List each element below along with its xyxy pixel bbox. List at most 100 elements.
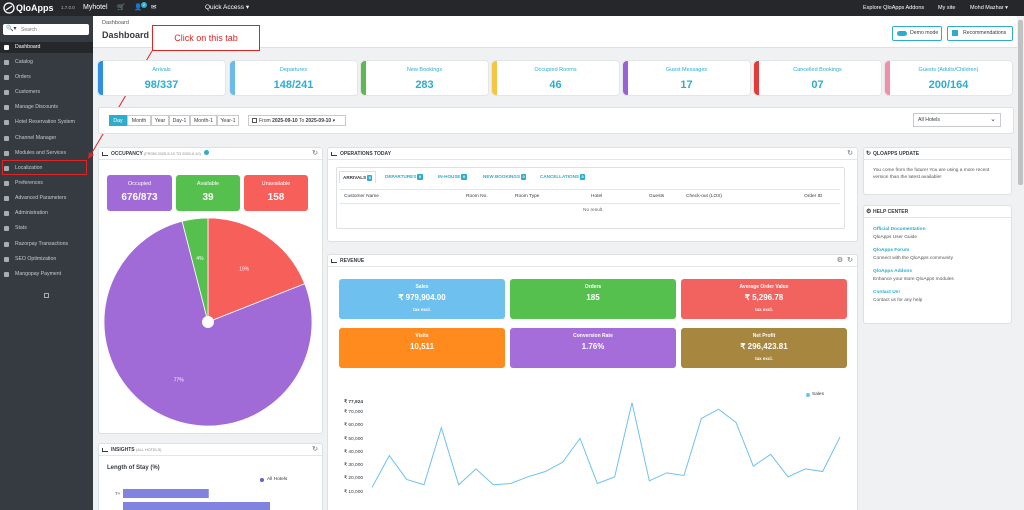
sidebar: 🔍▾ Dashboard Catalog Orders Customers Manage…	[0, 16, 93, 510]
refresh-icon[interactable]: ↻	[847, 150, 853, 157]
refresh-icon[interactable]: ↻	[312, 150, 318, 157]
sales-series-line[interactable]	[371, 402, 841, 488]
toggle-icon[interactable]	[897, 31, 907, 36]
sidebar-collapse-icon[interactable]	[44, 293, 49, 298]
sidebar-item-advanced-parameters[interactable]: Advanced Parameters	[0, 193, 93, 204]
sidebar-item-dashboard[interactable]: Dashboard	[0, 42, 93, 53]
shop-name[interactable]: Myhotel	[83, 4, 108, 11]
help-link-contact-us[interactable]: Contact Us!	[873, 290, 900, 295]
sidebar-item-modules-and-services[interactable]: Modules and Services	[0, 148, 93, 159]
user-notification-icon[interactable]: 👤	[134, 4, 143, 11]
operations-tab-arrivals[interactable]: ARRIVALS 0	[339, 171, 377, 183]
sidebar-item-icon	[4, 226, 9, 231]
y-axis-tick: ₹ 10,000	[344, 489, 364, 495]
explore-addons-link[interactable]: Explore QloApps Addons	[863, 5, 925, 11]
sidebar-item-icon	[4, 242, 9, 247]
kpi-card-cancelled-bookings[interactable]: Cancelled Bookings 07	[753, 60, 882, 96]
sidebar-item-channel-manager[interactable]: Channel Manager	[0, 133, 93, 144]
recommendations-button[interactable]: Recommendations	[947, 26, 1013, 41]
insights-title: INSIGHTS	[111, 447, 135, 453]
sidebar-item-localization[interactable]: Localization	[0, 163, 93, 174]
page-scrollbar[interactable]	[1017, 16, 1024, 510]
pie-slice-unavailable[interactable]	[207, 217, 306, 323]
sidebar-item-label: Preferences	[15, 180, 43, 186]
occupancy-box-available: Available 39	[176, 175, 240, 211]
revenue-box-value: 10,511	[409, 342, 435, 351]
sidebar-item-catalog[interactable]: Catalog	[0, 57, 93, 68]
kpi-card-departures[interactable]: Departures 148/241	[229, 60, 358, 96]
kpi-card-guests-adults-children[interactable]: Guests (Adults/Children) 200/164	[884, 60, 1013, 96]
qloapps-logo-icon[interactable]	[3, 2, 15, 14]
insights-bar[interactable]	[123, 489, 209, 498]
user-menu[interactable]: Mohd Mazhar ▾	[970, 5, 1008, 11]
period-button-day[interactable]: Day	[109, 115, 127, 126]
sidebar-item-label: Hotel Reservation System	[15, 119, 75, 125]
period-button-year-1[interactable]: Year-1	[217, 115, 239, 126]
operations-empty-text: No result	[583, 208, 603, 213]
search-input[interactable]	[21, 25, 85, 34]
date-range-picker[interactable]: From 2025-09-10 To 2025-09-10 ▾	[248, 115, 346, 126]
occupancy-header: OCCUPANCY (FROM 2025-9-10 TO 2025-9-10) …	[99, 148, 322, 160]
sidebar-item-hotel-reservation-system[interactable]: Hotel Reservation System	[0, 117, 93, 128]
operations-column-header: Room Type	[515, 194, 540, 199]
date-to-value: 2025-09-10	[305, 118, 332, 124]
search-icon[interactable]: 🔍▾	[6, 26, 17, 32]
kpi-card-arrivals[interactable]: Arrivals 98/337	[97, 60, 226, 96]
occupancy-subtitle: (FROM 2025-9-10 TO 2025-9-10)	[144, 152, 201, 156]
revenue-header: REVENUE ⚙ ↻	[328, 255, 857, 267]
help-link-official-documentation[interactable]: Official Documentation	[873, 227, 926, 232]
date-from-prefix: From	[259, 118, 271, 124]
y-axis-tick: ₹ 30,000	[344, 463, 364, 469]
insights-legend-dot	[260, 478, 264, 482]
annotation-callout: Click on this tab	[152, 25, 260, 51]
settings-icon[interactable]: ⚙	[836, 257, 843, 264]
y-axis-tick: ₹ 50,000	[344, 436, 364, 442]
chart-icon	[102, 152, 108, 156]
sidebar-item-stats[interactable]: Stats	[0, 223, 93, 234]
brand-name[interactable]: QloApps	[16, 3, 54, 13]
period-button-year[interactable]: Year	[151, 115, 169, 126]
sidebar-item-mangopay-payment[interactable]: Mangopay Payment	[0, 269, 93, 280]
sidebar-item-label: Manage Discounts	[15, 104, 58, 110]
insights-bar[interactable]	[123, 502, 270, 510]
kpi-color-bar	[361, 61, 366, 95]
refresh-icon[interactable]: ↻	[847, 257, 853, 264]
kpi-card-occupied-rooms[interactable]: Occupied Rooms 46	[491, 60, 620, 96]
breadcrumb[interactable]: Dashboard	[102, 20, 129, 26]
help-center-title: HELP CENTER	[873, 209, 909, 215]
sidebar-item-customers[interactable]: Customers	[0, 87, 93, 98]
quick-access-menu[interactable]: Quick Access ▾	[205, 4, 250, 11]
operations-tab-label: ARRIVALS	[343, 175, 367, 180]
sidebar-item-administration[interactable]: Administration	[0, 208, 93, 219]
y-axis-tick: ₹ 20,000	[344, 476, 364, 482]
sidebar-item-orders[interactable]: Orders	[0, 72, 93, 83]
my-site-link[interactable]: My site	[938, 5, 956, 11]
kpi-card-guest-messages[interactable]: Guest Messages 17	[622, 60, 751, 96]
mail-icon[interactable]: ✉	[151, 4, 157, 11]
sidebar-search[interactable]: 🔍▾	[3, 24, 89, 35]
info-icon[interactable]	[204, 150, 210, 155]
period-button-month-1[interactable]: Month-1	[190, 115, 217, 126]
operations-tab-departures[interactable]: DEPARTURES 0	[385, 171, 423, 183]
refresh-icon[interactable]: ↻	[312, 446, 318, 453]
help-link-qloapps-addons[interactable]: QloApps Addons	[873, 269, 912, 274]
sidebar-item-manage-discounts[interactable]: Manage Discounts	[0, 102, 93, 113]
operations-tab-new-bookings[interactable]: NEW BOOKINGS 0	[483, 171, 527, 183]
period-button-month[interactable]: Month	[127, 115, 151, 126]
help-link-description: Enhance your store QloApps modules	[873, 277, 954, 282]
sidebar-item-preferences[interactable]: Preferences	[0, 178, 93, 189]
pie-slice-available[interactable]	[181, 217, 209, 323]
calendar-icon	[252, 118, 257, 123]
sidebar-item-razorpay-transactions[interactable]: Razorpay Transactions	[0, 239, 93, 250]
sidebar-item-seo-optimization[interactable]: SEO Optimization	[0, 254, 93, 265]
operations-tab-in-house[interactable]: IN-HOUSE 0	[438, 171, 467, 183]
demo-mode-button[interactable]: Demo mode	[892, 26, 942, 41]
cart-icon[interactable]: 🛒	[117, 4, 126, 11]
kpi-card-new-bookings[interactable]: New Bookings 283	[360, 60, 489, 96]
operations-tab-cancellations[interactable]: CANCELLATIONS 0	[540, 171, 586, 183]
hotel-select[interactable]: All Hotels ⌄	[913, 113, 1001, 127]
help-link-qloapps-forum[interactable]: QloApps Forum	[873, 248, 910, 253]
page-scrollbar-thumb[interactable]	[1018, 20, 1023, 185]
sidebar-item-icon	[4, 120, 9, 125]
period-button-day-1[interactable]: Day-1	[169, 115, 190, 126]
